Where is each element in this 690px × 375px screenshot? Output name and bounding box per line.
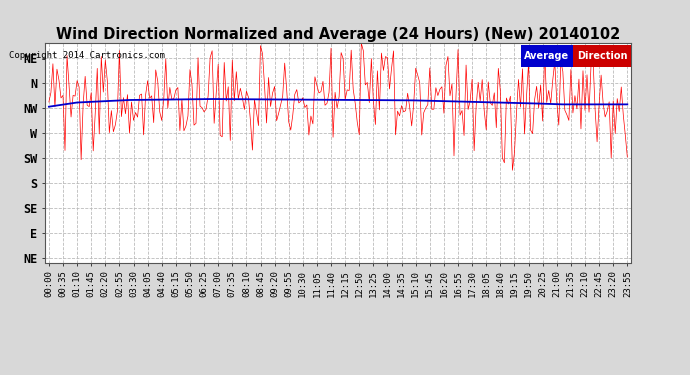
Text: Copyright 2014 Cartronics.com: Copyright 2014 Cartronics.com (9, 51, 165, 60)
Text: Average: Average (524, 51, 569, 61)
Text: Direction: Direction (577, 51, 627, 61)
Title: Wind Direction Normalized and Average (24 Hours) (New) 20140102: Wind Direction Normalized and Average (2… (56, 27, 620, 42)
